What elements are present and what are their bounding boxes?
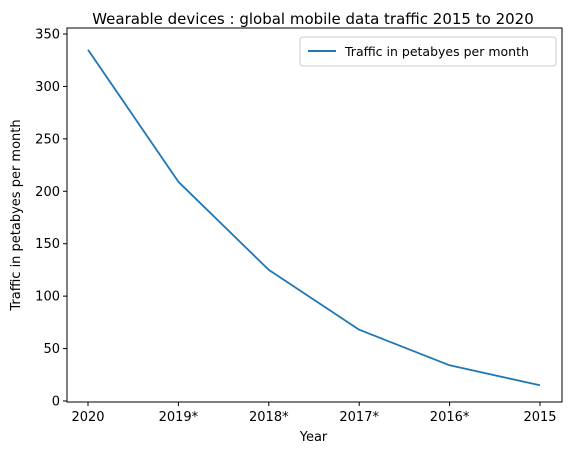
x-tick-label: 2016* [430,410,470,425]
plot-area-frame [66,27,563,403]
y-tick-label: 200 [35,185,60,200]
y-axis-title: Traffic in petabyes per month [9,119,24,311]
x-tick-label: 2020 [71,410,104,425]
x-tick-label: 2015 [523,410,556,425]
y-tick-label: 250 [35,132,60,147]
y-tick-label: 350 [35,28,60,43]
series-line [87,49,541,387]
y-tick-label: 0 [52,395,60,410]
y-axis-ticks: 0 50 100 150 200 250 300 350 [35,28,67,410]
legend-label: Traffic in petabyes per month [344,44,529,59]
x-axis-title: Year [299,430,328,445]
x-tick-label: 2019* [159,410,199,425]
legend: Traffic in petabyes per month [299,36,557,67]
legend-frame [299,36,557,67]
x-tick-label: 2018* [249,410,289,425]
y-tick-label: 50 [43,342,60,357]
chart-title: Wearable devices : global mobile data tr… [92,10,534,28]
series-group [87,49,541,387]
y-tick-label: 150 [35,237,60,252]
y-tick-label: 100 [35,290,60,305]
x-tick-label: 2017* [339,410,379,425]
x-axis-ticks: 2020 2019* 2018* 2017* 2016* 2015 [71,402,557,425]
y-tick-label: 300 [35,80,60,95]
